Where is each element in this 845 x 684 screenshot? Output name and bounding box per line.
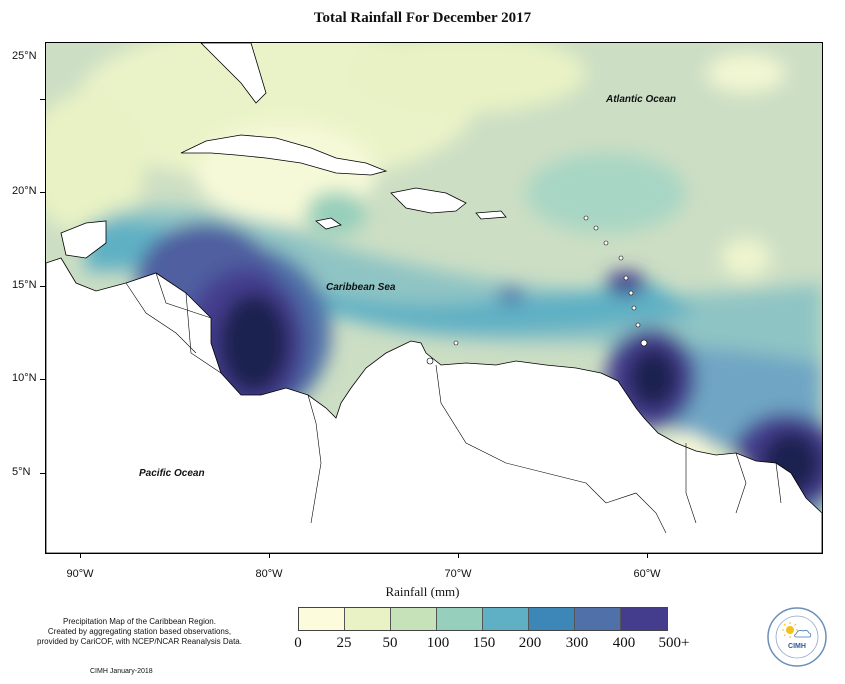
pacific-ocean-label: Pacific Ocean bbox=[139, 468, 205, 479]
land-florida bbox=[200, 43, 267, 104]
legend-swatch bbox=[437, 608, 483, 630]
description-line: provided by CariCOF, with NCEP/NCAR Rean… bbox=[37, 637, 242, 646]
description-line: Precipitation Map of the Caribbean Regio… bbox=[63, 617, 216, 626]
lat-tick bbox=[40, 379, 45, 380]
legend-swatch bbox=[621, 608, 667, 630]
legend-swatch bbox=[299, 608, 345, 630]
rainfall-zone bbox=[86, 221, 696, 333]
rainfall-zone bbox=[721, 238, 771, 278]
legend-label: 400 bbox=[612, 635, 636, 651]
legend-label: 150 bbox=[472, 635, 496, 651]
description-line: Created by aggregating station based obs… bbox=[47, 627, 232, 636]
lat-label-10: 10°N bbox=[12, 372, 37, 384]
land-areas bbox=[46, 43, 822, 553]
land-puerto-rico bbox=[475, 210, 507, 220]
atlantic-ocean-label: Atlantic Ocean bbox=[606, 94, 677, 105]
rainfall-zone bbox=[497, 287, 525, 303]
legend-label: 300 bbox=[565, 635, 589, 651]
lon-label-80: 80°W bbox=[255, 568, 283, 580]
land-hispaniola bbox=[390, 187, 467, 214]
rainfall-map-svg bbox=[46, 43, 822, 553]
caribbean-sea-label: Caribbean Sea bbox=[326, 282, 396, 293]
rainfall-zone bbox=[628, 348, 678, 408]
legend-swatch bbox=[575, 608, 621, 630]
land-mainland bbox=[46, 257, 822, 553]
legend-label: 50 bbox=[382, 635, 398, 651]
legend-title: Rainfall (mm) bbox=[385, 584, 460, 599]
legend-swatch bbox=[483, 608, 529, 630]
legend-label: 500+ bbox=[658, 635, 690, 651]
lon-tick bbox=[647, 553, 648, 558]
rainfall-zone bbox=[46, 93, 146, 233]
rainfall-zone bbox=[526, 153, 686, 233]
map-credit: CIMH January-2018 bbox=[90, 668, 153, 675]
lat-label-5: 5°N bbox=[12, 466, 31, 478]
lon-tick bbox=[269, 553, 270, 558]
rainfall-zone bbox=[219, 293, 289, 393]
legend-label: 100 bbox=[426, 635, 450, 651]
lon-tick bbox=[80, 553, 81, 558]
map-title: Total Rainfall For December 2017 bbox=[313, 10, 532, 26]
sun-cloud-icon bbox=[782, 622, 812, 638]
lat-label-25: 25°N bbox=[12, 50, 37, 62]
lat-tick bbox=[40, 192, 45, 193]
cimh-logo: CIMH bbox=[766, 606, 828, 668]
lon-label-90: 90°W bbox=[66, 568, 94, 580]
lat-label-20: 20°N bbox=[12, 185, 37, 197]
land-yucatan bbox=[60, 220, 107, 259]
legend-label: 25 bbox=[336, 635, 352, 651]
lat-tick bbox=[40, 286, 45, 287]
map-description: Precipitation Map of the Caribbean Regio… bbox=[22, 617, 257, 647]
land-cuba bbox=[180, 134, 388, 176]
legend-swatch bbox=[391, 608, 437, 630]
lat-tick bbox=[40, 473, 45, 474]
lat-label-15: 15°N bbox=[12, 279, 37, 291]
logo-text: CIMH bbox=[788, 643, 806, 650]
legend-swatch bbox=[345, 608, 391, 630]
land-jamaica bbox=[315, 217, 342, 230]
legend-label: 0 bbox=[294, 635, 302, 651]
lon-tick bbox=[458, 553, 459, 558]
rainfall-zone bbox=[346, 43, 586, 113]
legend-swatch bbox=[529, 608, 575, 630]
lat-tick bbox=[40, 99, 45, 100]
rainfall-zone bbox=[706, 53, 786, 93]
lon-label-60: 60°W bbox=[633, 568, 661, 580]
rainfall-map bbox=[45, 42, 823, 554]
lon-label-70: 70°W bbox=[444, 568, 472, 580]
rainfall-zone bbox=[606, 271, 646, 295]
legend-colorbar bbox=[298, 607, 668, 631]
legend-label: 200 bbox=[518, 635, 542, 651]
country-borders bbox=[125, 272, 782, 534]
rainfall-zone bbox=[306, 191, 366, 235]
lesser-antilles bbox=[426, 215, 648, 365]
